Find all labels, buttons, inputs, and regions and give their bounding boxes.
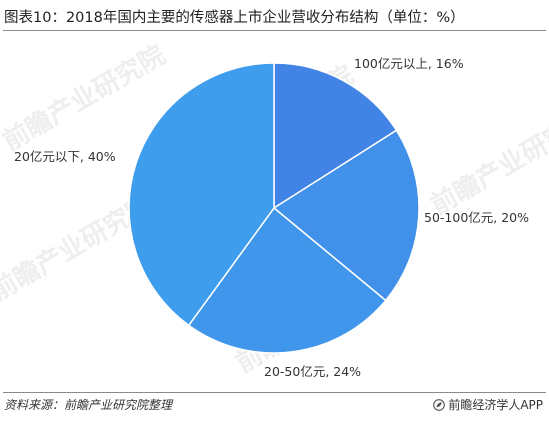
pie-slice bbox=[273, 62, 398, 210]
slice-label: 100亿元以上, 16% bbox=[354, 56, 464, 71]
source-note: 资料来源：前瞻产业研究院整理 bbox=[4, 398, 173, 412]
brand-name: 前瞻经济学人APP bbox=[448, 398, 543, 412]
slice-label: 50-100亿元, 20% bbox=[424, 210, 529, 225]
brand-credit: 前瞻经济学人APP bbox=[433, 396, 543, 413]
pie-slice bbox=[272, 129, 420, 302]
chart-title: 图表10：2018年国内主要的传感器上市企业营收分布结构（单位：%） bbox=[4, 10, 465, 26]
top-divider bbox=[3, 30, 546, 31]
slice-label: 20-50亿元, 24% bbox=[264, 364, 361, 379]
pie-slice bbox=[128, 62, 275, 327]
pie-slices bbox=[128, 62, 420, 354]
leaf-logo-icon bbox=[433, 398, 446, 411]
pie-slice bbox=[187, 206, 387, 354]
bottom-divider bbox=[3, 392, 546, 393]
pie-labels: 100亿元以上, 16% 50-100亿元, 20% 20-50亿元, 24% 20亿… bbox=[14, 56, 529, 379]
slice-label: 20亿元以下, 40% bbox=[14, 149, 116, 164]
